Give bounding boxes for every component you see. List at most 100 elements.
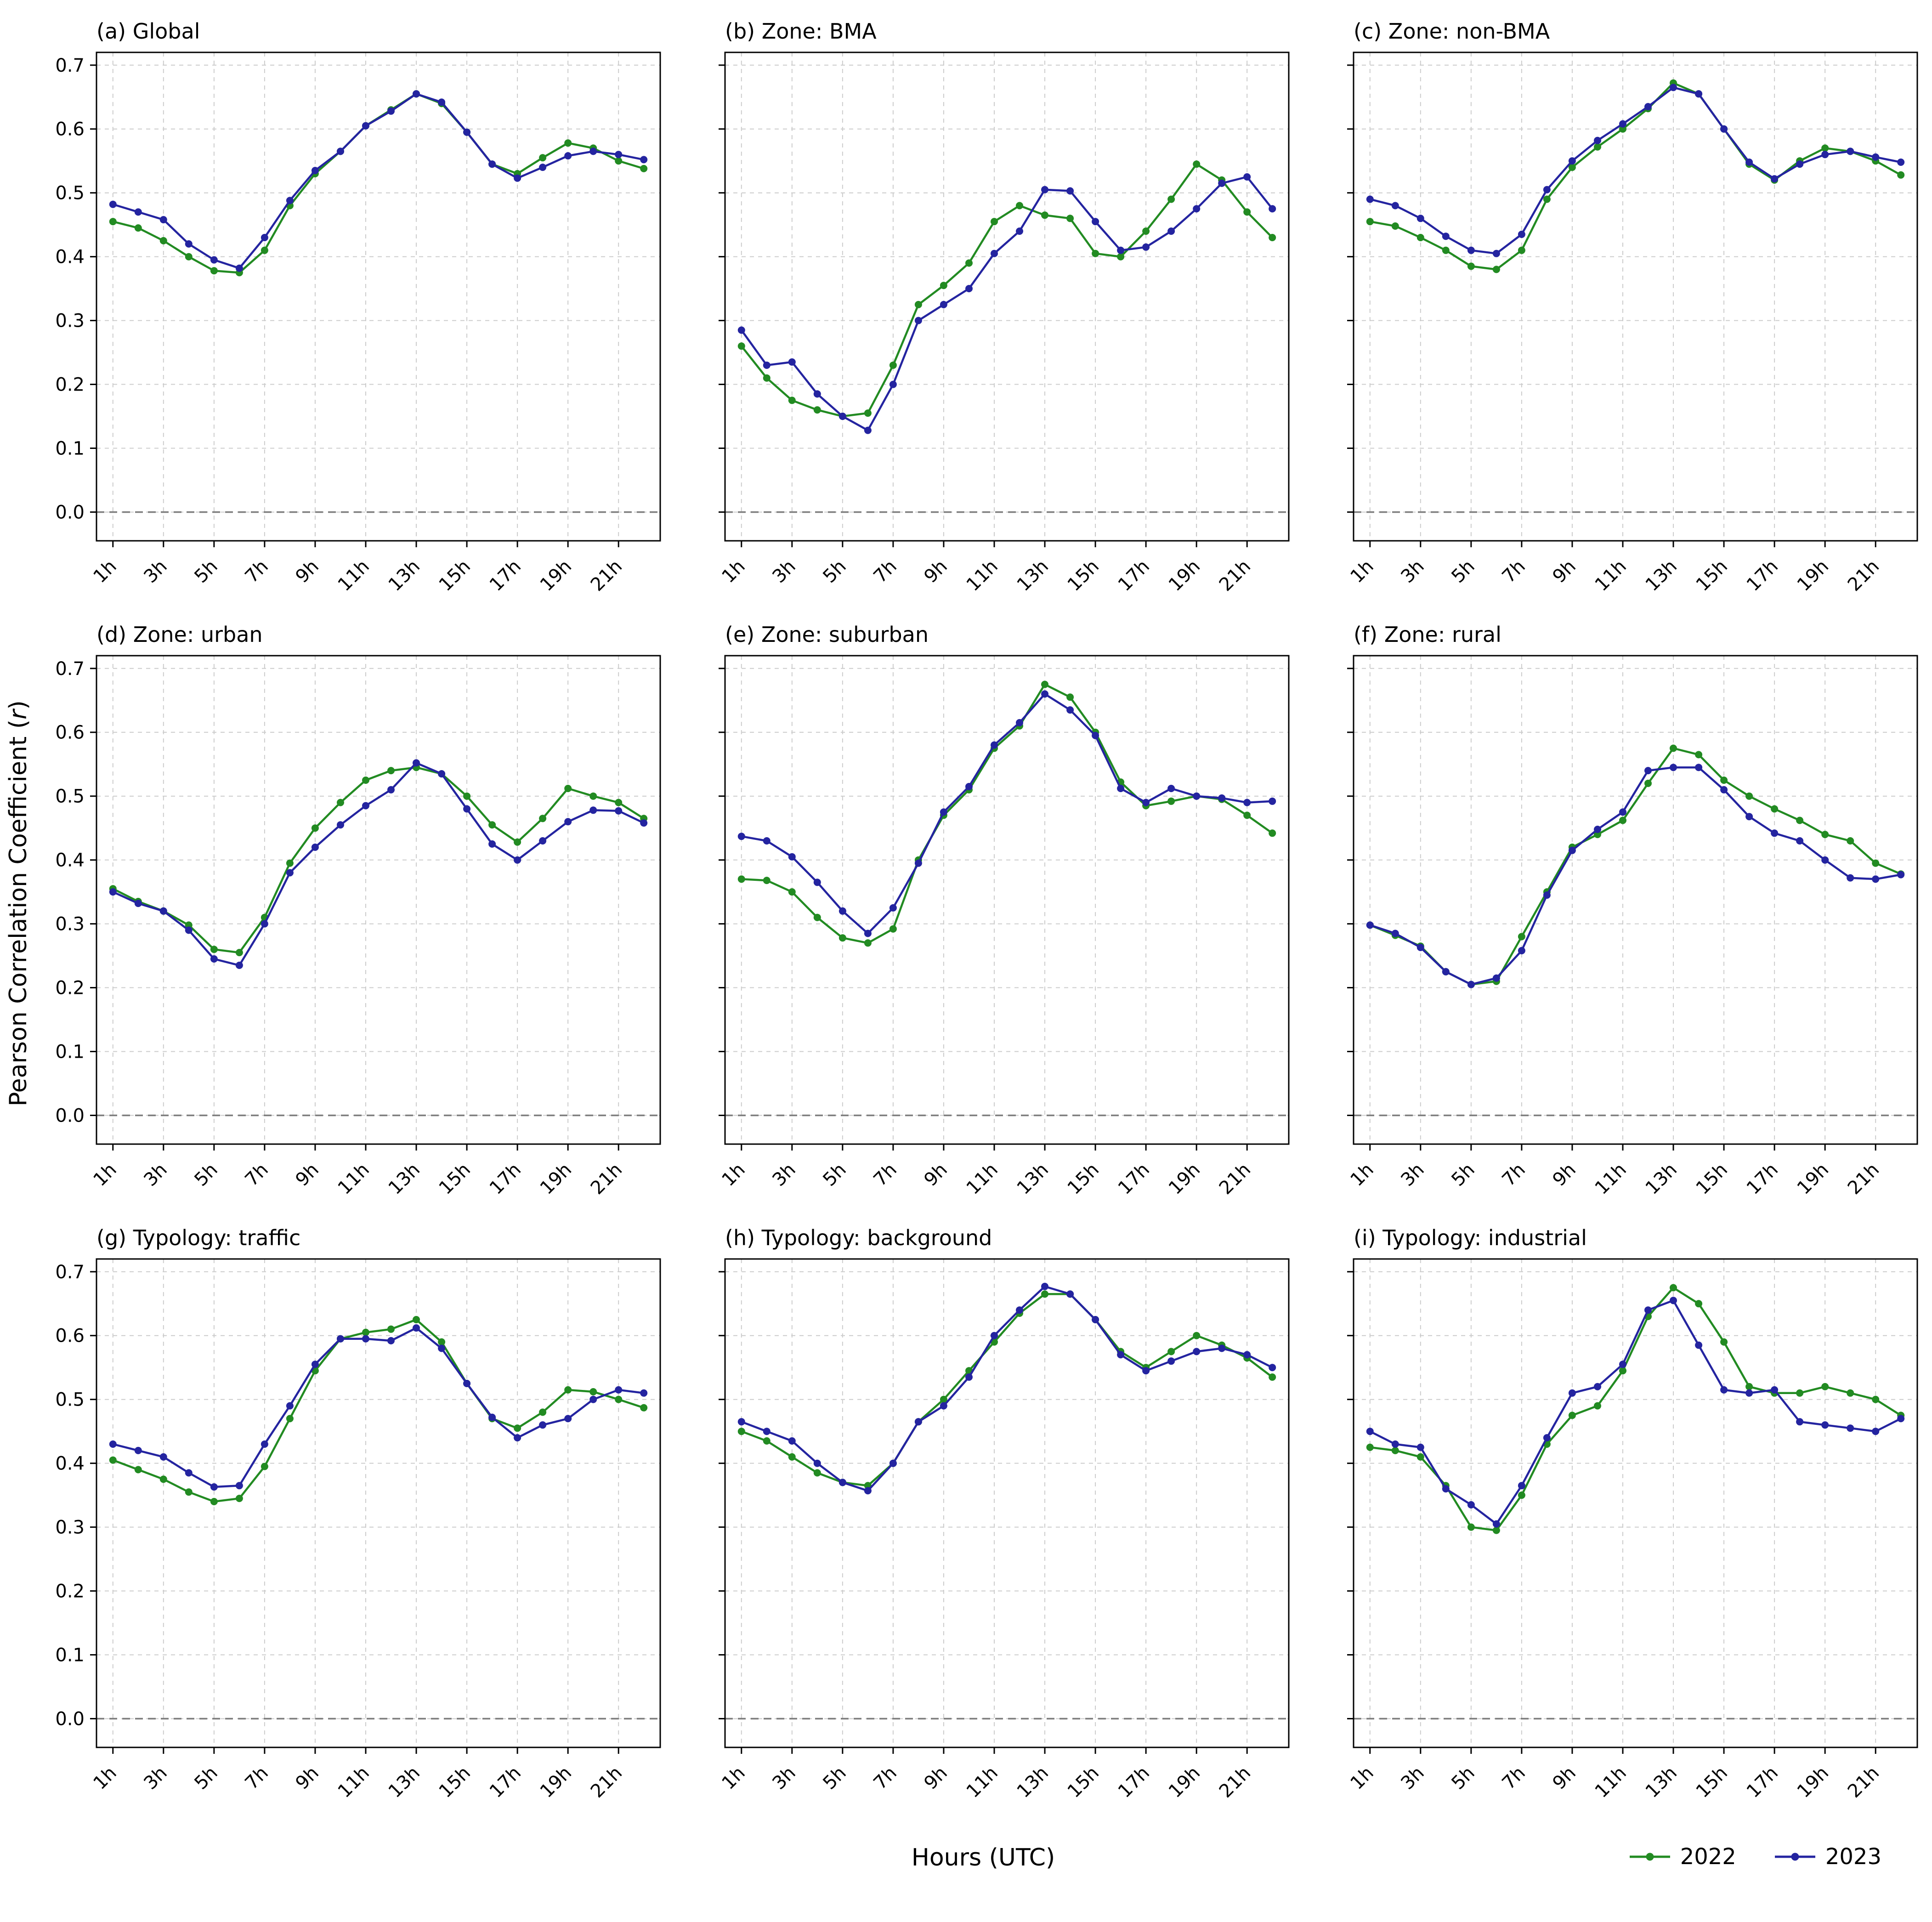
- panel-title-a: (a) Global: [96, 19, 200, 44]
- svg-text:0.1: 0.1: [55, 438, 85, 459]
- svg-text:5h: 5h: [819, 1763, 850, 1794]
- svg-text:13h: 13h: [1642, 1159, 1681, 1199]
- svg-text:3h: 3h: [768, 1159, 799, 1191]
- legend-marker-2023-icon: [1773, 1850, 1817, 1864]
- svg-text:1h: 1h: [1346, 556, 1377, 587]
- line-chart-typology-industrial: 1h 3h 5h 7h 9h 11h 13h 15h 17h 19h 21h: [1346, 1258, 1918, 1802]
- svg-text:17h: 17h: [1743, 1159, 1782, 1199]
- svg-text:13h: 13h: [1013, 556, 1053, 595]
- svg-text:0.5: 0.5: [55, 1389, 85, 1411]
- y-axis-label-text: Pearson Correlation Coefficient (: [5, 719, 32, 1106]
- svg-text:11h: 11h: [334, 1159, 374, 1199]
- svg-text:3h: 3h: [1397, 1763, 1428, 1794]
- svg-text:1h: 1h: [1346, 1159, 1377, 1191]
- panel-title-i: (i) Typology: industrial: [1354, 1225, 1587, 1250]
- svg-text:0.2: 0.2: [55, 374, 85, 396]
- legend-item-2023: 2023: [1773, 1844, 1881, 1870]
- svg-text:11h: 11h: [963, 1763, 1002, 1802]
- svg-text:17h: 17h: [1114, 1763, 1154, 1802]
- svg-text:21h: 21h: [587, 556, 626, 595]
- svg-text:11h: 11h: [1591, 556, 1631, 595]
- svg-text:15h: 15h: [435, 556, 475, 595]
- legend-item-2022: 2022: [1628, 1844, 1736, 1870]
- panel-f-zone-rural: (f) Zone: rural 1h 3h 5h 7h 9h 11h 13h 15h 17h 19…: [1301, 614, 1929, 1218]
- svg-text:3h: 3h: [768, 1763, 799, 1794]
- panel-i-typology-industrial: (i) Typology: industrial 1h 3h 5h 7h 9h 11h 13…: [1301, 1218, 1929, 1821]
- svg-text:3h: 3h: [768, 556, 799, 587]
- svg-text:5h: 5h: [1447, 556, 1479, 587]
- svg-text:1h: 1h: [89, 1159, 120, 1191]
- svg-text:15h: 15h: [1692, 1763, 1732, 1802]
- svg-text:3h: 3h: [140, 1159, 171, 1191]
- svg-text:7h: 7h: [870, 1763, 901, 1794]
- svg-text:21h: 21h: [1844, 556, 1883, 595]
- panel-c-zone-non-bma: (c) Zone: non-BMA 1h 3h 5h 7h 9h 11h 13h 15h 17h…: [1301, 11, 1929, 614]
- svg-text:15h: 15h: [1692, 1159, 1732, 1199]
- svg-text:0.6: 0.6: [55, 119, 85, 140]
- svg-text:17h: 17h: [486, 1763, 525, 1802]
- svg-text:0.3: 0.3: [55, 914, 85, 935]
- svg-text:1h: 1h: [718, 556, 749, 587]
- svg-text:9h: 9h: [920, 1763, 952, 1794]
- svg-text:0.5: 0.5: [55, 786, 85, 807]
- panel-h-typology-background: (h) Typology: background 1h 3h 5h 7h 9h 11h 13…: [672, 1218, 1301, 1821]
- svg-text:0.7: 0.7: [55, 658, 85, 680]
- line-chart-zone-suburban: 1h 3h 5h 7h 9h 11h 13h 15h 17h 19h 21h: [718, 655, 1290, 1199]
- y-axis-label-variable: r: [5, 709, 32, 720]
- svg-text:0.1: 0.1: [55, 1645, 85, 1666]
- svg-text:19h: 19h: [1793, 1763, 1833, 1802]
- svg-text:0.7: 0.7: [55, 1262, 85, 1283]
- svg-text:11h: 11h: [1591, 1159, 1631, 1199]
- svg-text:17h: 17h: [486, 1159, 525, 1199]
- svg-text:7h: 7h: [870, 1159, 901, 1191]
- svg-text:11h: 11h: [1591, 1763, 1631, 1802]
- svg-text:11h: 11h: [334, 1763, 374, 1802]
- svg-text:0.3: 0.3: [55, 1517, 85, 1538]
- svg-text:3h: 3h: [1397, 1159, 1428, 1191]
- svg-text:9h: 9h: [1549, 1159, 1580, 1191]
- x-axis-label: Hours (UTC): [911, 1844, 1055, 1871]
- svg-text:1h: 1h: [1346, 1763, 1377, 1794]
- svg-text:19h: 19h: [1793, 556, 1833, 595]
- svg-text:21h: 21h: [1215, 1159, 1255, 1199]
- svg-text:0.4: 0.4: [55, 247, 85, 268]
- panel-e-zone-suburban: (e) Zone: suburban 1h 3h 5h 7h 9h 11h 13h 15h 17…: [672, 614, 1301, 1218]
- svg-text:17h: 17h: [1743, 556, 1782, 595]
- legend-label-2023: 2023: [1825, 1844, 1881, 1870]
- panel-title-d: (d) Zone: urban: [96, 622, 263, 647]
- svg-text:9h: 9h: [920, 1159, 952, 1191]
- line-chart-zone-bma: 1h 3h 5h 7h 9h 11h 13h 15h 17h 19h 21h: [718, 51, 1290, 595]
- panel-d-zone-urban: (d) Zone: urban 1h 3h 5h 7h 9h 11h 13h 15h 17h 19…: [44, 614, 672, 1218]
- svg-text:19h: 19h: [536, 1763, 576, 1802]
- svg-text:15h: 15h: [435, 1159, 475, 1199]
- svg-text:11h: 11h: [963, 556, 1002, 595]
- svg-text:1h: 1h: [718, 1763, 749, 1794]
- svg-text:21h: 21h: [1215, 1763, 1255, 1802]
- svg-text:5h: 5h: [190, 1159, 221, 1191]
- svg-text:17h: 17h: [1114, 556, 1154, 595]
- svg-text:21h: 21h: [1844, 1159, 1883, 1199]
- svg-text:21h: 21h: [1215, 556, 1255, 595]
- svg-text:15h: 15h: [1064, 1159, 1103, 1199]
- svg-text:1h: 1h: [718, 1159, 749, 1191]
- svg-text:15h: 15h: [1064, 556, 1103, 595]
- svg-text:5h: 5h: [1447, 1159, 1479, 1191]
- svg-text:19h: 19h: [536, 556, 576, 595]
- line-chart-global: 1h 3h 5h 7h 9h 11h 13h 15h 17h 19h 21h 0.0 0.1 0.2 0.3…: [55, 51, 661, 595]
- svg-text:5h: 5h: [1447, 1763, 1479, 1794]
- panel-title-h: (h) Typology: background: [725, 1225, 992, 1250]
- svg-text:0.0: 0.0: [55, 1708, 85, 1729]
- svg-text:0.6: 0.6: [55, 722, 85, 743]
- legend: 2022 2023: [1628, 1844, 1881, 1870]
- svg-text:9h: 9h: [292, 1159, 323, 1191]
- y-axis-label-close: ): [5, 700, 32, 710]
- panels-grid: (a) Global 1h 3h 5h 7h 9h 11h 13h 15h 17h 19h 21h 0…: [44, 11, 1923, 1821]
- legend-marker-2022-icon: [1628, 1850, 1672, 1864]
- svg-text:9h: 9h: [1549, 556, 1580, 587]
- svg-text:7h: 7h: [241, 556, 272, 587]
- svg-text:9h: 9h: [1549, 1763, 1580, 1794]
- svg-text:0.2: 0.2: [55, 978, 85, 999]
- panel-title-g: (g) Typology: traffic: [96, 1225, 301, 1250]
- svg-text:0.0: 0.0: [55, 1105, 85, 1126]
